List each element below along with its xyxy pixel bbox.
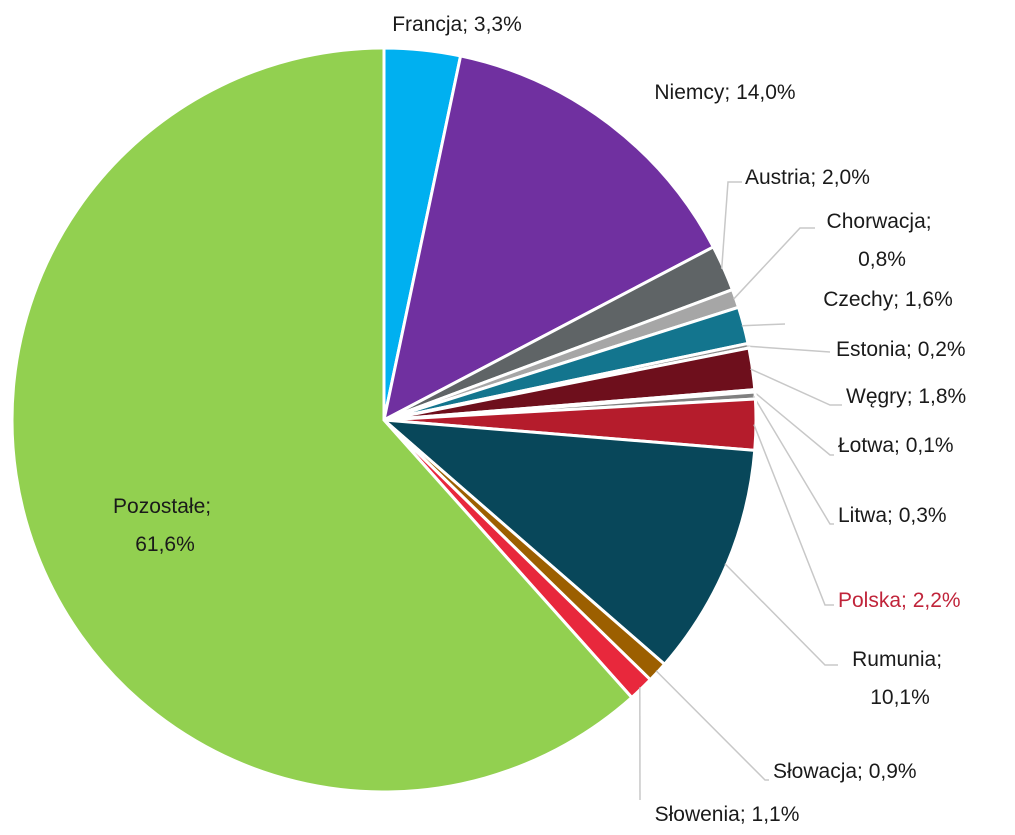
leader-line: [741, 323, 786, 327]
value-label: 0,3%: [899, 504, 947, 527]
leader-line: [752, 395, 834, 525]
data-label: Czechy; 1,6%: [823, 288, 953, 311]
data-label: Rumunia; 10,1%: [852, 648, 948, 709]
category-name: Czechy: [823, 288, 894, 311]
leader-line: [752, 390, 834, 456]
value-label: 1,6%: [905, 288, 953, 311]
label-separator: ;: [724, 81, 736, 104]
category-name: Rumunia: [852, 648, 936, 671]
category-name: Austria: [745, 166, 811, 189]
label-separator: ;: [893, 288, 905, 311]
data-label: Austria; 2,0%: [745, 166, 870, 189]
category-name: Francja: [392, 13, 462, 36]
data-label: Słowacja; 0,9%: [773, 760, 917, 783]
value-label: 3,3%: [474, 13, 522, 36]
data-label: Francja; 3,3%: [392, 13, 522, 36]
leader-line: [750, 368, 842, 406]
category-name: Polska: [838, 589, 901, 612]
value-label: 10,1%: [870, 686, 930, 709]
leader-line: [746, 345, 831, 353]
value-label: 0,8%: [858, 248, 906, 271]
leader-line: [724, 563, 838, 666]
value-label: 0,2%: [918, 338, 966, 361]
value-label: 0,9%: [869, 760, 917, 783]
label-separator: ;: [926, 210, 938, 233]
value-label: 0,1%: [906, 434, 954, 457]
category-name: Niemcy: [654, 81, 725, 104]
data-label: Polska; 2,2%: [838, 589, 961, 612]
label-separator: ;: [906, 338, 918, 361]
value-label: 14,0%: [736, 81, 796, 104]
value-label: 1,1%: [752, 803, 800, 826]
label-separator: ;: [205, 495, 217, 518]
label-separator: ;: [936, 648, 948, 671]
label-separator: ;: [907, 385, 919, 408]
label-separator: ;: [462, 13, 474, 36]
category-name: Litwa: [838, 504, 887, 527]
data-label: Słowenia; 1,1%: [655, 803, 800, 826]
value-label: 2,0%: [822, 166, 870, 189]
data-label: Pozostałe; 61,6%: [113, 495, 217, 556]
category-name: Słowenia: [655, 803, 741, 826]
leader-line: [753, 424, 834, 606]
label-separator: ;: [740, 803, 752, 826]
leader-line: [733, 227, 815, 300]
category-name: Estonia: [836, 338, 906, 361]
category-name: Chorwacja: [827, 210, 927, 233]
leader-line: [720, 181, 742, 269]
label-separator: ;: [901, 589, 913, 612]
value-label: 1,8%: [918, 385, 966, 408]
leader-line: [655, 670, 769, 781]
label-separator: ;: [887, 504, 899, 527]
label-separator: ;: [857, 760, 869, 783]
data-label: Estonia; 0,2%: [836, 338, 966, 361]
pie-slice: [10, 46, 634, 794]
value-label: 2,2%: [913, 589, 961, 612]
category-name: Węgry: [846, 385, 907, 408]
label-separator: ;: [810, 166, 822, 189]
data-label: Niemcy; 14,0%: [654, 81, 795, 104]
pie-slice: [381, 54, 716, 423]
data-label: Litwa; 0,3%: [838, 504, 947, 527]
data-label: Węgry; 1,8%: [846, 385, 966, 408]
value-label: 61,6%: [135, 533, 195, 556]
category-name: Pozostałe: [113, 495, 205, 518]
category-name: Słowacja: [773, 760, 857, 783]
data-label: Łotwa; 0,1%: [838, 434, 954, 457]
category-name: Łotwa: [838, 434, 894, 457]
label-separator: ;: [894, 434, 906, 457]
data-label: Chorwacja; 0,8%: [827, 210, 938, 271]
